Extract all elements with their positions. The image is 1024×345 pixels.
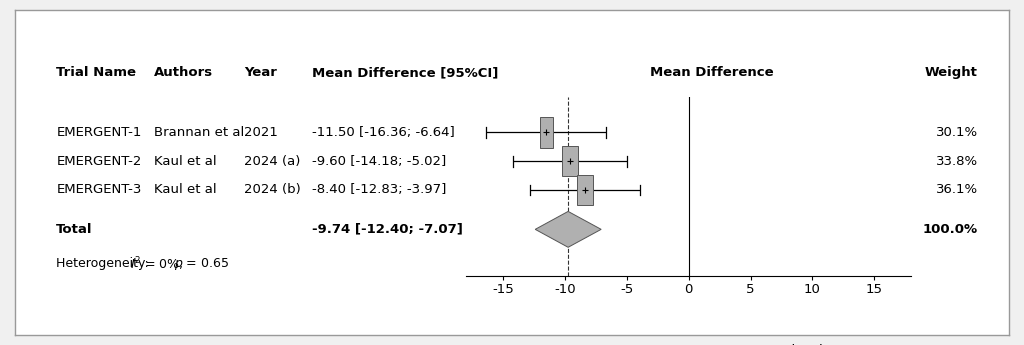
Text: Authors: Authors (154, 66, 213, 79)
Text: 30.1%: 30.1% (936, 126, 978, 139)
Text: Favours Placebo: Favours Placebo (728, 344, 836, 345)
Text: Trial Name: Trial Name (56, 66, 136, 79)
Polygon shape (536, 211, 601, 247)
Text: 2024 (a): 2024 (a) (244, 155, 300, 168)
Text: $p$ = 0.65: $p$ = 0.65 (174, 256, 229, 272)
Text: -9.74 [-12.40; -7.07]: -9.74 [-12.40; -7.07] (312, 223, 463, 236)
Text: Brannan et al: Brannan et al (154, 126, 244, 139)
Text: Favours KarXT: Favours KarXT (549, 344, 643, 345)
Text: Weight: Weight (925, 66, 978, 79)
Text: 36.1%: 36.1% (936, 184, 978, 196)
Text: Total: Total (56, 223, 93, 236)
Text: EMERGENT-2: EMERGENT-2 (56, 155, 141, 168)
Text: 100.0%: 100.0% (923, 223, 978, 236)
Text: -9.60 [-14.18; -5.02]: -9.60 [-14.18; -5.02] (312, 155, 446, 168)
Text: Heterogeneity:: Heterogeneity: (56, 257, 153, 270)
Text: 2021: 2021 (244, 126, 278, 139)
Text: EMERGENT-1: EMERGENT-1 (56, 126, 141, 139)
Text: -11.50 [-16.36; -6.64]: -11.50 [-16.36; -6.64] (312, 126, 455, 139)
Bar (540, 117, 553, 148)
Text: Kaul et al: Kaul et al (154, 155, 216, 168)
Bar (577, 175, 593, 205)
Text: Year: Year (244, 66, 276, 79)
Text: EMERGENT-3: EMERGENT-3 (56, 184, 141, 196)
Text: 33.8%: 33.8% (936, 155, 978, 168)
Text: 2024 (b): 2024 (b) (244, 184, 300, 196)
Text: Mean Difference [95%CI]: Mean Difference [95%CI] (312, 66, 499, 79)
Text: -8.40 [-12.83; -3.97]: -8.40 [-12.83; -3.97] (312, 184, 446, 196)
Text: Mean Difference: Mean Difference (650, 66, 773, 79)
Text: $I^2$ = 0%,: $I^2$ = 0%, (130, 255, 183, 273)
Bar (562, 146, 578, 176)
Text: Kaul et al: Kaul et al (154, 184, 216, 196)
